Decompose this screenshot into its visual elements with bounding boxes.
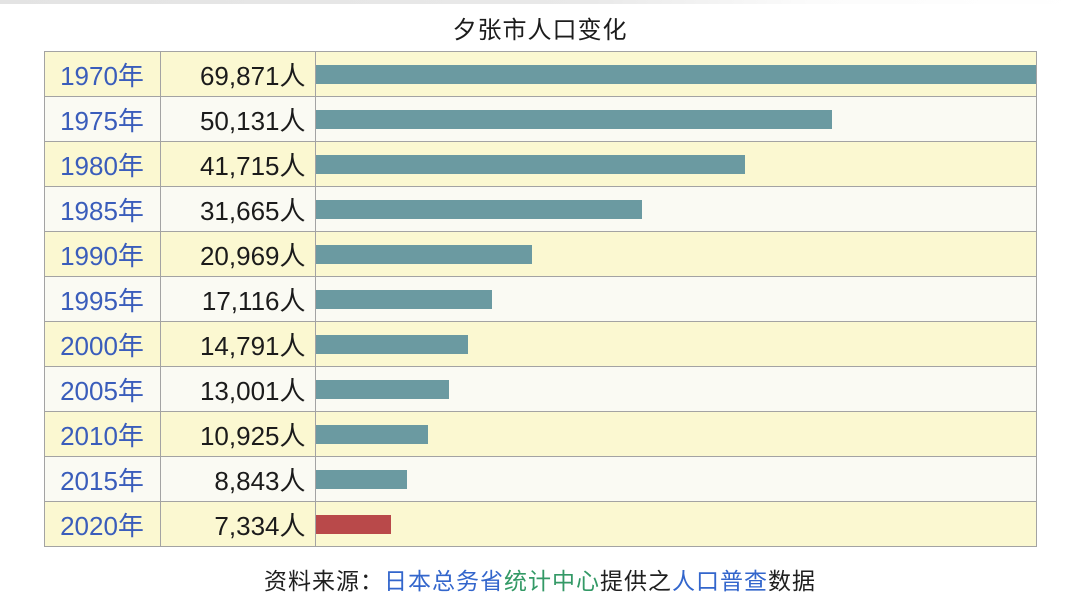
year-link[interactable]: 2010年	[60, 420, 144, 451]
year-link[interactable]: 1975年	[60, 105, 144, 136]
table-row: 1985年 31,665人	[43, 186, 1037, 232]
bar-cell	[314, 321, 1037, 367]
table-row: 1990年 20,969人	[43, 231, 1037, 277]
year-cell: 1995年	[43, 276, 161, 322]
year-link[interactable]: 1970年	[60, 60, 144, 91]
year-cell: 2000年	[43, 321, 161, 367]
table-row: 2000年 14,791人	[43, 321, 1037, 367]
year-cell: 2010年	[43, 411, 161, 457]
population-value: 14,791人	[159, 321, 316, 367]
population-value: 17,116人	[159, 276, 316, 322]
source-caption: 资料来源：日本总务省统计中心提供之人口普查数据	[0, 562, 1080, 596]
year-cell: 2020年	[43, 501, 161, 547]
year-link[interactable]: 2020年	[60, 510, 144, 541]
population-table: 1970年 69,871人 1975年 50,131人 1980年 41,715…	[43, 51, 1037, 547]
bar-cell	[314, 51, 1037, 97]
bar-cell	[314, 231, 1037, 277]
year-link[interactable]: 2015年	[60, 465, 144, 496]
table-row: 1980年 41,715人	[43, 141, 1037, 187]
source-text: 数据	[768, 568, 816, 594]
year-link[interactable]: 1995年	[60, 285, 144, 316]
year-cell: 2005年	[43, 366, 161, 412]
table-row: 2020年 7,334人	[43, 501, 1037, 547]
table-row: 1970年 69,871人	[43, 51, 1037, 97]
population-bar	[315, 109, 833, 129]
chart-title: 夕张市人口变化	[452, 17, 628, 44]
year-link[interactable]: 1990年	[60, 240, 144, 271]
population-value: 7,334人	[159, 501, 316, 547]
population-value: 20,969人	[159, 231, 316, 277]
year-link[interactable]: 2005年	[60, 375, 144, 406]
population-bar	[315, 244, 532, 264]
population-value: 8,843人	[159, 456, 316, 502]
population-bar	[315, 379, 450, 399]
bar-cell	[314, 96, 1037, 142]
population-bar	[315, 154, 746, 174]
population-bar	[315, 514, 392, 534]
source-text: 提供之	[600, 568, 672, 594]
population-value: 41,715人	[159, 141, 316, 187]
year-cell: 2015年	[43, 456, 161, 502]
table-row: 1975年 50,131人	[43, 96, 1037, 142]
table-row: 2010年 10,925人	[43, 411, 1037, 457]
bar-cell	[314, 366, 1037, 412]
table-row: 1995年 17,116人	[43, 276, 1037, 322]
year-cell: 1990年	[43, 231, 161, 277]
year-cell: 1985年	[43, 186, 161, 232]
population-value: 10,925人	[159, 411, 316, 457]
source-text: 资料来源：	[264, 568, 384, 594]
population-value: 50,131人	[159, 96, 316, 142]
population-bar	[315, 469, 407, 489]
year-link[interactable]: 1980年	[60, 150, 144, 181]
year-cell: 1970年	[43, 51, 161, 97]
bar-cell	[314, 276, 1037, 322]
bar-cell	[314, 141, 1037, 187]
source-link[interactable]: 人口普查	[672, 568, 768, 594]
bar-cell	[314, 411, 1037, 457]
table-row: 2015年 8,843人	[43, 456, 1037, 502]
population-bar	[315, 64, 1036, 84]
population-bar	[315, 334, 468, 354]
bar-cell	[314, 501, 1037, 547]
population-bar	[315, 199, 642, 219]
population-table-body: 1970年 69,871人 1975年 50,131人 1980年 41,715…	[43, 51, 1037, 547]
population-value: 13,001人	[159, 366, 316, 412]
year-cell: 1980年	[43, 141, 161, 187]
year-cell: 1975年	[43, 96, 161, 142]
bar-cell	[314, 456, 1037, 502]
bar-cell	[314, 186, 1037, 232]
source-link[interactable]: 统计中心	[504, 568, 600, 594]
table-row: 2005年 13,001人	[43, 366, 1037, 412]
year-link[interactable]: 2000年	[60, 330, 144, 361]
population-value: 31,665人	[159, 186, 316, 232]
year-link[interactable]: 1985年	[60, 195, 144, 226]
population-bar	[315, 424, 429, 444]
source-link[interactable]: 日本总务省	[384, 568, 504, 594]
population-value: 69,871人	[159, 51, 316, 97]
population-bar	[315, 289, 492, 309]
top-edge-strip	[0, 0, 1080, 4]
